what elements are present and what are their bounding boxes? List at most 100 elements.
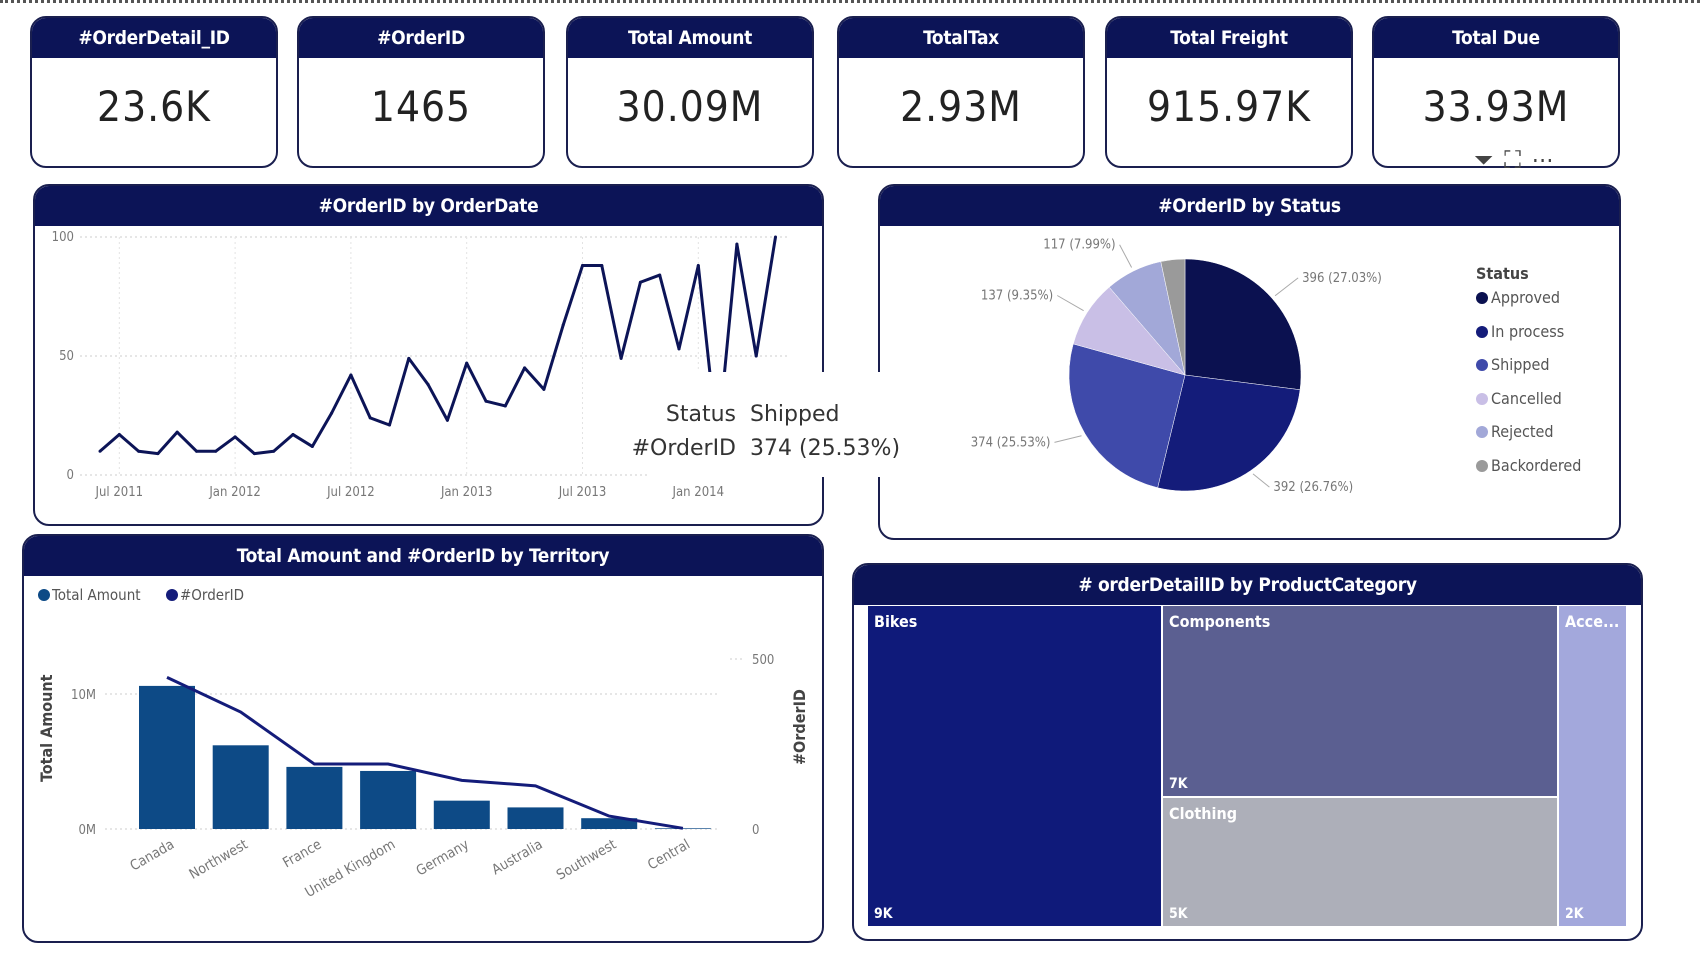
kpi-value: 23.6K <box>97 82 211 131</box>
bar-chart-card[interactable]: Total Amount and #OrderID by Territory <box>22 534 824 943</box>
kpi-card[interactable]: TotalTax 2.93M <box>837 16 1085 168</box>
legend-label: In process <box>1491 321 1565 341</box>
kpi-title: Total Due <box>1374 18 1618 58</box>
tooltip-key-status: Status <box>665 402 736 427</box>
x-tick-label: Jan 2013 <box>440 485 493 500</box>
line-point <box>445 418 449 422</box>
treemap-cell-label: Bikes <box>874 612 918 631</box>
line-point <box>388 423 391 427</box>
line-point <box>754 354 758 358</box>
line-point <box>465 361 469 365</box>
treemap-cell[interactable]: Components 7K <box>1162 605 1558 797</box>
tooltip-key-orderid: #OrderID <box>631 436 736 461</box>
bar-northwest <box>212 745 269 829</box>
kpi-title: #OrderDetail_ID <box>32 18 276 58</box>
treemap-cell-label: Components <box>1169 612 1271 631</box>
legend-item[interactable]: Approved <box>1476 288 1560 307</box>
line-point <box>542 387 546 391</box>
data-label-leader <box>1274 277 1299 297</box>
kpi-title: Total Freight <box>1107 18 1351 58</box>
filter-icon[interactable]: ⏷ <box>1474 146 1496 174</box>
line-point <box>658 273 662 277</box>
kpi-title: Total Amount <box>568 18 812 58</box>
data-label-leader <box>1056 295 1084 312</box>
y2-tick-label: 500 <box>752 653 774 668</box>
treemap-title: # orderDetailID by ProductCategory <box>854 565 1641 605</box>
bar-chart-title: Total Amount and #OrderID by Territory <box>24 536 822 576</box>
legend-item[interactable]: Backordered <box>1476 456 1581 475</box>
legend-dot-icon <box>1476 459 1488 472</box>
bar-france <box>286 766 343 829</box>
bar-germany <box>433 800 490 829</box>
x-tick-label: Jan 2014 <box>672 485 725 500</box>
x-tick-label: Canada <box>127 837 177 875</box>
line-point <box>117 433 121 437</box>
treemap-cell[interactable]: Bikes 9K <box>867 605 1162 927</box>
kpi-card[interactable]: Total Freight 915.97K <box>1105 16 1353 168</box>
treemap[interactable]: Bikes 9K Components 7K Clothing 5K Acce... 2K <box>867 605 1627 927</box>
kpi-value: 30.09M <box>616 82 764 131</box>
line-point <box>233 435 237 439</box>
x-tick-label: Australia <box>489 837 545 879</box>
treemap-cell[interactable]: Clothing 5K <box>1162 797 1558 927</box>
kpi-value: 2.93M <box>900 82 1022 131</box>
y2-tick-label: 0 <box>752 823 759 838</box>
line-series <box>99 236 777 456</box>
pie-legend-title: Status <box>1476 264 1529 283</box>
line-point <box>156 452 160 456</box>
visual-header-toolbar: ⏷ ⛶ ⋯ <box>1474 146 1555 174</box>
line-point <box>137 449 141 453</box>
kpi-card[interactable]: #OrderID 1465 <box>297 16 545 168</box>
data-label-leader <box>1252 473 1270 488</box>
treemap-cell-value: 7K <box>1169 776 1188 792</box>
x-tick-label: Central <box>645 837 693 874</box>
legend-item[interactable]: Shipped <box>1476 355 1550 374</box>
line-point <box>349 373 353 377</box>
treemap-cell-value: 2K <box>1565 906 1584 922</box>
line-point <box>407 356 411 360</box>
pie-slice-approved <box>1184 258 1302 391</box>
x-tick-label: France <box>280 836 324 871</box>
x-tick-label: Southwest <box>554 837 619 884</box>
treemap-cell-value: 5K <box>1169 906 1188 922</box>
kpi-card[interactable]: Total Due 33.93M <box>1372 16 1620 168</box>
more-options-icon[interactable]: ⋯ <box>1531 146 1556 174</box>
pie-slice-shipped <box>1068 343 1186 489</box>
bar-central <box>654 828 711 829</box>
line-point <box>600 264 604 268</box>
legend-item[interactable]: Cancelled <box>1476 389 1562 408</box>
y-tick-label: 10M <box>71 688 96 703</box>
legend-item[interactable]: Rejected <box>1476 422 1554 441</box>
line-point <box>735 242 739 246</box>
legend-dot-icon <box>1476 359 1488 371</box>
focus-mode-icon[interactable]: ⛶ <box>1504 146 1523 174</box>
line-point <box>291 433 295 437</box>
x-tick-label: Northwest <box>187 837 251 883</box>
line-point <box>523 366 527 370</box>
tooltip-value-status: Shipped <box>750 402 840 427</box>
line-point <box>774 235 777 239</box>
legend-dot-icon <box>1476 392 1488 405</box>
x-tick-label: Germany <box>414 836 473 879</box>
line-chart-title: #OrderID by OrderDate <box>35 186 822 226</box>
treemap-cell-label: Acce... <box>1565 612 1620 631</box>
x-tick-label: Jul 2013 <box>558 485 607 500</box>
y-tick-label: 50 <box>59 349 74 364</box>
line-point <box>619 356 623 360</box>
treemap-cell[interactable]: Acce... 2K <box>1558 605 1627 927</box>
line-point <box>561 323 565 327</box>
kpi-card[interactable]: Total Amount 30.09M <box>566 16 814 168</box>
kpi-card[interactable]: #OrderDetail_ID 23.6K <box>30 16 278 168</box>
legend-item[interactable]: In process <box>1476 322 1564 341</box>
y-tick-label: 0M <box>78 823 96 838</box>
legend-label: Total Amount <box>51 586 141 604</box>
line-point <box>503 404 507 408</box>
pie-data-label: 374 (25.53%) <box>971 435 1051 450</box>
x-tick-label: Jan 2012 <box>208 485 261 500</box>
pie-slice-in-process <box>1157 374 1301 492</box>
line-point <box>696 264 700 268</box>
line-point <box>677 347 681 351</box>
pie-data-label: 137 (9.35%) <box>981 288 1053 303</box>
